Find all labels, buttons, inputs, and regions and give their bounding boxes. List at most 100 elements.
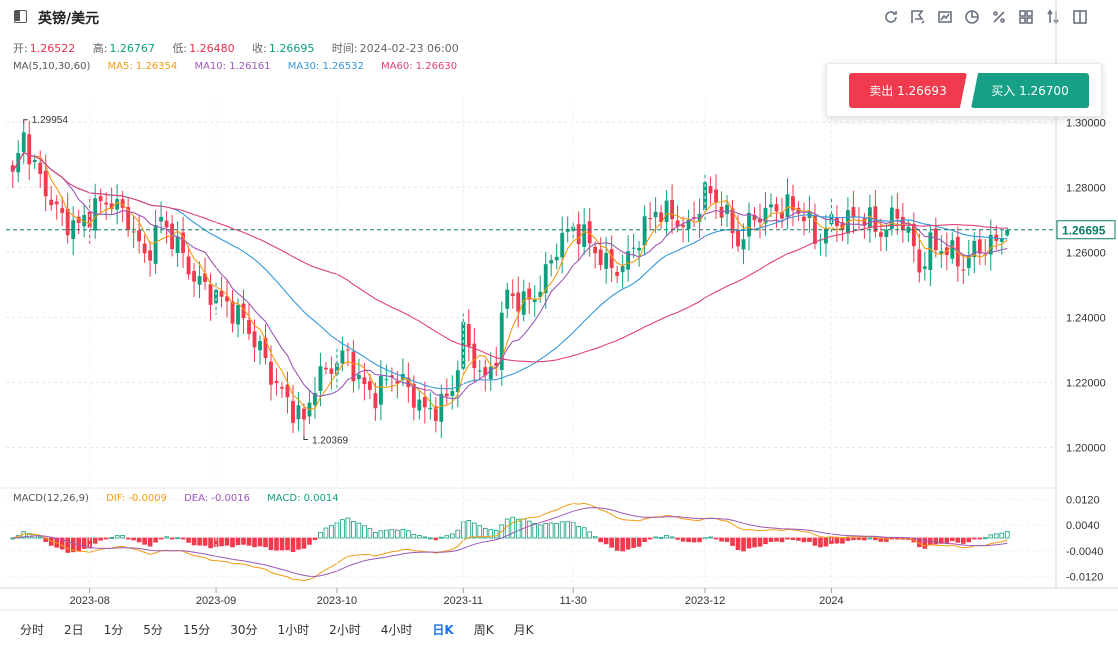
candle-body xyxy=(148,250,153,261)
period-tab-3[interactable]: 5分 xyxy=(143,623,163,637)
period-tab-6[interactable]: 1小时 xyxy=(277,623,310,637)
macd-bar xyxy=(318,532,323,539)
macd-bar xyxy=(449,533,455,539)
macd-bar xyxy=(851,537,856,541)
candle-body xyxy=(895,209,900,219)
candle-body xyxy=(917,249,922,273)
candle-body xyxy=(889,207,894,229)
candle-body xyxy=(928,232,933,271)
macd-bar xyxy=(938,537,944,544)
period-tab-4[interactable]: 15分 xyxy=(182,623,211,637)
sidebar-toggle-icon[interactable] xyxy=(14,10,27,23)
macd-tick-label: -0.0040 xyxy=(1066,546,1103,558)
macd-bar xyxy=(307,537,312,545)
ma-legend-title: MA(5,10,30,60) xyxy=(13,61,91,72)
percent-icon[interactable] xyxy=(989,7,1009,27)
period-tab-9[interactable]: 日K xyxy=(432,623,454,637)
macd-bar xyxy=(70,537,76,553)
macd-bar xyxy=(587,531,592,539)
candle-body xyxy=(71,220,76,239)
buy-button[interactable]: 买入 1.26700 xyxy=(971,73,1089,108)
candle-body xyxy=(450,390,455,396)
fullscreen-icon[interactable] xyxy=(1070,7,1090,27)
macd-bar xyxy=(515,518,521,539)
macd-bar xyxy=(713,537,719,540)
macd-legend: MACD(12,26,9) DIF: -0.0009 DEA: -0.0016 … xyxy=(13,493,353,504)
macd-bar xyxy=(362,525,367,539)
candle-body xyxy=(626,251,631,270)
period-tab-2[interactable]: 1分 xyxy=(103,623,124,637)
period-tab-11[interactable]: 月K xyxy=(513,623,534,637)
candle-body xyxy=(950,240,955,259)
candle-body xyxy=(911,223,916,247)
period-tab-1[interactable]: 2日 xyxy=(64,623,84,637)
macd-bar xyxy=(741,537,746,552)
indicator-icon[interactable] xyxy=(935,7,955,27)
draw-icon[interactable] xyxy=(908,7,928,27)
macd-bar xyxy=(169,537,175,540)
macd-bar xyxy=(636,537,642,547)
macd-bar xyxy=(966,537,972,543)
candle-body xyxy=(335,363,339,375)
candle-body xyxy=(532,298,537,303)
macd-bar xyxy=(735,537,741,551)
period-tab-0[interactable]: 分时 xyxy=(20,623,45,637)
candle-body xyxy=(999,238,1004,242)
macd-bar xyxy=(241,537,246,545)
candle-body xyxy=(76,216,81,223)
macd-bar xyxy=(268,537,274,551)
candle-body xyxy=(142,243,147,254)
candle-body xyxy=(681,224,685,227)
macd-bar xyxy=(955,537,961,543)
candle-body xyxy=(225,296,229,302)
period-tab-7[interactable]: 2小时 xyxy=(329,623,361,637)
candle-body xyxy=(560,232,565,258)
ma60-value: MA60: 1.26630 xyxy=(381,61,458,72)
candle-body xyxy=(247,320,251,334)
macd-bar xyxy=(719,537,724,542)
candle-body xyxy=(252,331,257,348)
macd-bar xyxy=(993,533,999,539)
macd-bar xyxy=(779,537,785,543)
candle-body xyxy=(269,361,273,385)
candle-body xyxy=(933,228,938,251)
candle-body xyxy=(219,290,224,297)
layout-icon[interactable] xyxy=(1016,7,1036,27)
candle-body xyxy=(367,381,372,390)
macd-bar xyxy=(153,537,158,543)
macd-bar xyxy=(65,537,71,553)
macd-bar xyxy=(691,537,697,543)
macd-bar xyxy=(757,537,763,547)
macd-bar xyxy=(274,537,279,551)
period-tab-10[interactable]: 周K xyxy=(473,623,494,637)
x-tick-label: 2023-08 xyxy=(69,595,109,607)
candle-body xyxy=(510,293,515,297)
ma5-line xyxy=(12,151,1008,411)
macd-bar xyxy=(884,537,889,542)
period-tab-5[interactable]: 30分 xyxy=(230,623,258,637)
candle-body xyxy=(340,350,345,364)
dif-line xyxy=(12,502,1008,582)
macd-bar xyxy=(653,536,658,539)
pie-icon[interactable] xyxy=(962,7,982,27)
macd-bar xyxy=(340,519,345,539)
candle-body xyxy=(615,271,620,276)
current-price-tag xyxy=(1056,220,1116,240)
candle-body xyxy=(922,266,927,269)
macd-bar xyxy=(625,537,631,550)
candle-body xyxy=(38,162,43,174)
candle-body xyxy=(900,216,905,231)
period-tab-8[interactable]: 4小时 xyxy=(380,623,413,637)
candle-body xyxy=(972,240,977,258)
candle-body xyxy=(417,399,422,411)
candle-body xyxy=(708,186,713,194)
sell-button[interactable]: 卖出 1.26693 xyxy=(849,73,967,108)
macd-bar xyxy=(252,537,257,548)
macd-bar xyxy=(285,537,290,551)
macd-bar xyxy=(807,537,812,542)
refresh-icon[interactable] xyxy=(881,7,901,27)
price-tick-label: 1.28000 xyxy=(1066,182,1106,194)
candle-body xyxy=(955,236,960,267)
macd-bar xyxy=(120,535,125,539)
